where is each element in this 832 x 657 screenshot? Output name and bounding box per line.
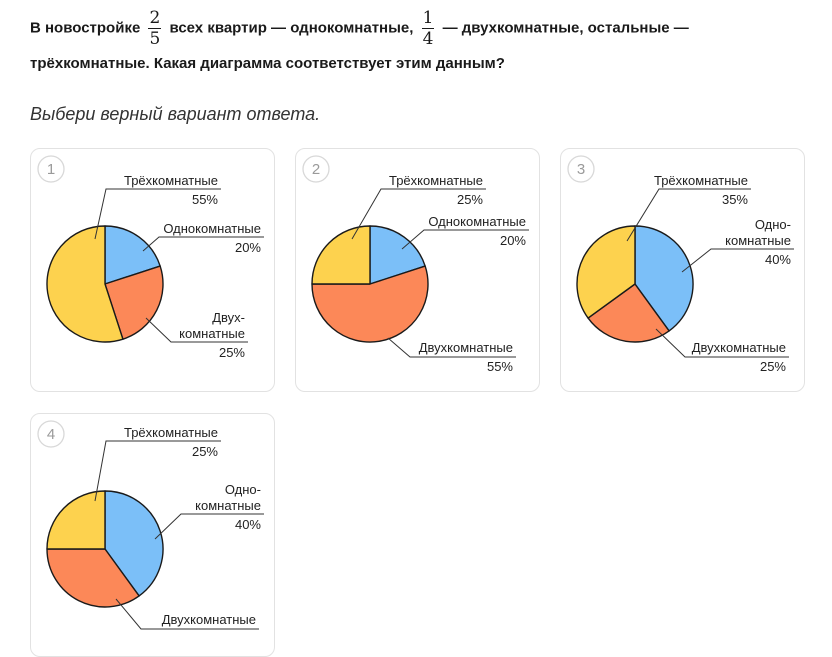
leader-line — [401, 229, 529, 250]
slice-label: комнатные — [195, 498, 261, 513]
slice-label: 20% — [500, 233, 526, 248]
option-number: 1 — [47, 161, 55, 178]
slice-label: Однокомнатные — [163, 221, 261, 236]
slice-label: Двухкомнатные — [419, 340, 513, 355]
leader-line — [655, 328, 789, 358]
leader-line — [145, 317, 248, 343]
instruction-text: Выбери верный вариант ответа. — [30, 104, 321, 124]
leader-line — [154, 513, 264, 540]
leader-line — [94, 188, 221, 240]
three-room-slice — [576, 225, 636, 319]
slice-label: Одно- — [755, 217, 791, 232]
slice-label: 40% — [235, 517, 261, 532]
fraction-numerator: 1 — [421, 8, 435, 29]
slice-label: Двухкомнатные — [162, 612, 256, 627]
option-number-badge — [302, 155, 330, 183]
pie-chart: 4 Трёхкомнатные 25% Одно-комнатные 40% Двухко… — [37, 414, 264, 630]
slice-label: Трёхкомнатные — [389, 173, 483, 188]
leader-line — [387, 337, 516, 358]
question-part3: — двухкомнатные, остальные — — [442, 19, 689, 37]
option-number-badge — [37, 155, 65, 183]
slice-label: 35% — [722, 192, 748, 207]
one-room-slice — [104, 225, 161, 285]
slice-label: Трёхкомнатные — [654, 173, 748, 188]
slice-label: 25% — [192, 444, 218, 459]
three-room-slice — [46, 490, 106, 550]
slice-label: 25% — [457, 192, 483, 207]
answer-option-1[interactable]: 1 Трёхкомнатные 55% Однокомнатные 20% Двух-ко… — [30, 148, 275, 392]
option-number-badge — [37, 420, 65, 448]
slice-label: 25% — [760, 359, 786, 374]
answer-option-4[interactable]: 4 Трёхкомнатные 25% Одно-комнатные 40% Двухко… — [30, 413, 275, 657]
slice-label: Однокомнатные — [428, 214, 526, 229]
pie-chart: 1 Трёхкомнатные 55% Однокомнатные 20% Двух-ко… — [37, 155, 264, 360]
slice-label: Одно- — [225, 482, 261, 497]
slice-label: Трёхкомнатные — [124, 425, 218, 440]
option-number: 3 — [577, 161, 585, 178]
leader-line — [351, 188, 486, 240]
leader-line — [94, 440, 221, 502]
option-number-badge — [567, 155, 595, 183]
one-room-slice — [104, 490, 164, 597]
fraction-denominator: 5 — [149, 29, 161, 49]
question-part2: всех квартир — однокомнатные, — [169, 19, 414, 37]
slice-label: комнатные — [725, 233, 791, 248]
slice-label: 55% — [192, 192, 218, 207]
question-line2: трёхкомнатные. Какая диаграмма соответст… — [30, 55, 505, 72]
slice-label: 40% — [765, 252, 791, 267]
two-room-slice — [311, 265, 429, 343]
one-room-slice — [369, 225, 426, 285]
answer-option-3[interactable]: 3 Трёхкомнатные 35% Одно-комнатные 40% Двухко… — [560, 148, 805, 392]
leader-line — [626, 188, 751, 242]
slice-label: 55% — [487, 359, 513, 374]
slice-label: 20% — [235, 240, 261, 255]
fraction-denominator: 4 — [422, 29, 434, 49]
option-number: 2 — [312, 161, 320, 178]
fraction-numerator: 2 — [148, 8, 162, 29]
slice-label: 35% — [230, 414, 256, 417]
slice-label: комнатные — [179, 326, 245, 341]
slice-label: Трёхкомнатные — [124, 173, 218, 188]
question-part1: В новостройке — [30, 19, 141, 37]
option-number: 4 — [47, 426, 55, 443]
three-room-slice — [311, 225, 371, 285]
slice-label: Двух- — [212, 310, 245, 325]
three-room-slice — [46, 225, 124, 343]
slice-label: 25% — [219, 345, 245, 360]
answer-option-2[interactable]: 2 Трёхкомнатные 25% Однокомнатные 20% Двухком… — [295, 148, 540, 392]
two-room-slice — [587, 283, 670, 343]
slice-label: Двухкомнатные — [692, 340, 786, 355]
two-room-slice — [46, 548, 140, 608]
pie-chart: 2 Трёхкомнатные 25% Однокомнатные 20% Двухком… — [302, 155, 529, 374]
leader-line — [681, 248, 794, 273]
pie-chart: 3 Трёхкомнатные 35% Одно-комнатные 40% Двухко… — [567, 155, 794, 374]
leader-line — [142, 236, 264, 252]
